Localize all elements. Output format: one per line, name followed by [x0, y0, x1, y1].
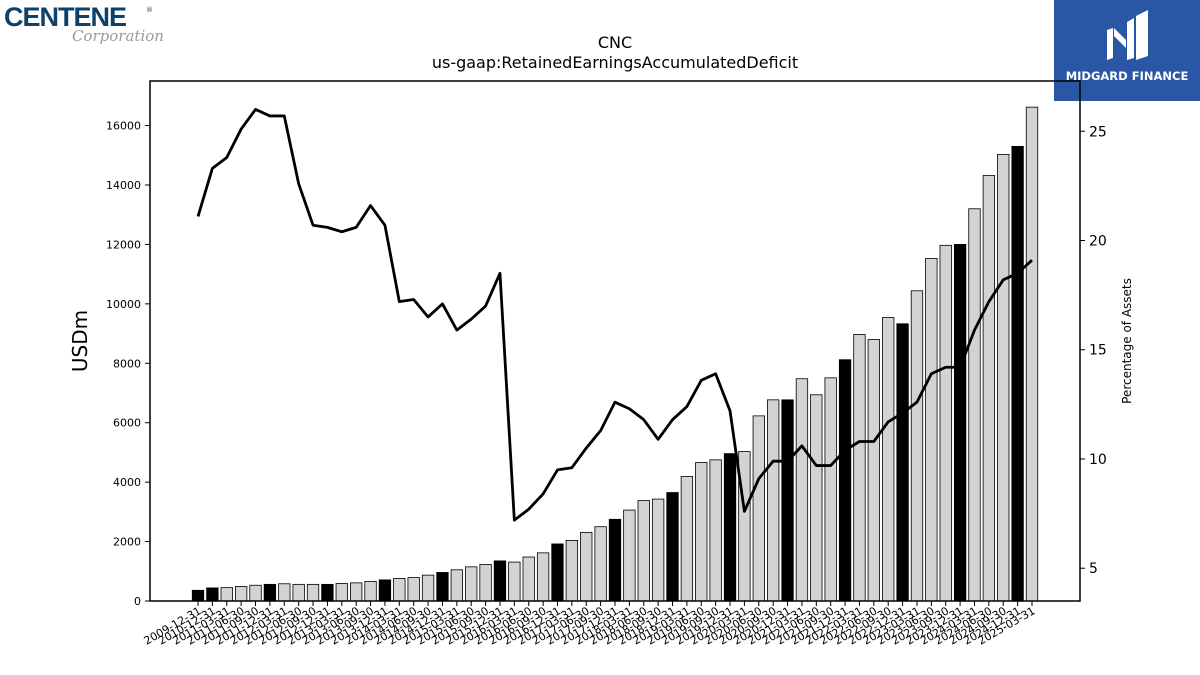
bar — [1025, 106, 1039, 602]
bar — [651, 498, 665, 602]
y-tick-label: 14000 — [106, 179, 141, 192]
bar — [867, 339, 880, 602]
bar — [752, 415, 765, 602]
bar — [465, 566, 478, 602]
y-tick-label: 8000 — [113, 357, 141, 370]
bar — [637, 500, 650, 602]
y2-tick-label: 5 — [1089, 561, 1098, 577]
bar — [953, 244, 967, 602]
midgard-finance-label: MIDGARD FINANCE — [1065, 69, 1189, 83]
y-tick-label: 10000 — [106, 298, 141, 311]
midgard-m-icon — [1107, 10, 1148, 60]
y-tick-label: 4000 — [113, 476, 141, 489]
y-tick-label: 16000 — [106, 120, 141, 133]
bar — [407, 577, 420, 602]
y-tick-label: 0 — [134, 595, 141, 608]
y-axis-label: USDm — [68, 310, 92, 372]
y2-tick-label: 15 — [1089, 343, 1107, 359]
centene-logo-subtitle: Corporation — [72, 27, 164, 45]
bar — [767, 399, 780, 602]
bar — [551, 543, 564, 602]
bar — [508, 561, 521, 602]
bar — [436, 572, 449, 602]
bar — [292, 583, 305, 602]
centene-logo-registered-mark: ® — [146, 6, 153, 14]
bar — [450, 569, 463, 602]
bar — [580, 531, 593, 602]
centene-logo-brand: CENTENE — [4, 2, 127, 32]
chart-title: CNC — [598, 33, 632, 52]
y-tick-label: 6000 — [113, 417, 141, 430]
centene-logo: CENTENE ® Corporation — [4, 2, 204, 48]
bar — [249, 584, 262, 602]
bar — [882, 317, 895, 602]
bar — [263, 583, 277, 602]
bar — [795, 378, 809, 602]
bar — [378, 579, 392, 602]
bar — [565, 539, 579, 602]
y2-tick-label: 20 — [1089, 233, 1107, 249]
bar — [536, 552, 550, 602]
bar — [479, 564, 492, 602]
bar — [939, 244, 952, 602]
bar — [421, 574, 435, 602]
bar — [321, 583, 334, 602]
y-tick-label: 12000 — [106, 238, 141, 251]
y-tick-label: 2000 — [113, 536, 141, 549]
bar — [393, 578, 406, 602]
bar — [306, 583, 320, 602]
bar — [220, 587, 233, 602]
bar — [594, 526, 607, 602]
bar — [910, 290, 924, 602]
bar — [925, 257, 938, 602]
bar — [824, 377, 837, 602]
bar — [723, 453, 737, 602]
y-axis-right: 5 10 15 20 25 — [1080, 124, 1107, 577]
bar — [810, 394, 823, 602]
bar — [680, 476, 694, 602]
bar — [1011, 145, 1024, 602]
y-axis-left: 0 2000 4000 6000 8000 10000 12000 14000 16000 — [106, 120, 150, 608]
bar — [781, 399, 794, 602]
bar — [695, 462, 708, 602]
bar — [608, 518, 622, 602]
y2-axis-label: Percentage of Assets — [1120, 278, 1134, 404]
bar — [234, 586, 248, 602]
y2-tick-label: 25 — [1089, 124, 1107, 140]
bar — [666, 492, 679, 602]
bar — [968, 208, 981, 602]
bar — [709, 459, 722, 602]
bar — [997, 153, 1010, 602]
chart-subtitle: us-gaap:RetainedEarningsAccumulatedDefic… — [432, 53, 798, 72]
bar — [191, 589, 205, 602]
bar — [838, 359, 852, 602]
bar — [982, 175, 996, 602]
y2-tick-label: 10 — [1089, 452, 1107, 468]
midgard-finance-logo: MIDGARD FINANCE — [1054, 0, 1200, 101]
bar — [896, 323, 909, 602]
bar — [853, 334, 866, 602]
bar — [335, 583, 348, 602]
bar — [278, 583, 291, 602]
percentage-line — [196, 108, 1033, 522]
bar-series — [191, 106, 1039, 602]
bar — [364, 580, 377, 602]
bar — [493, 560, 507, 602]
bar — [623, 509, 636, 602]
bar — [206, 587, 219, 602]
bar — [522, 556, 535, 602]
x-axis: 2009-12-312010-12-312011-03-312011-06-30… — [142, 601, 1038, 648]
bar — [350, 582, 363, 602]
line-series — [196, 108, 1033, 522]
